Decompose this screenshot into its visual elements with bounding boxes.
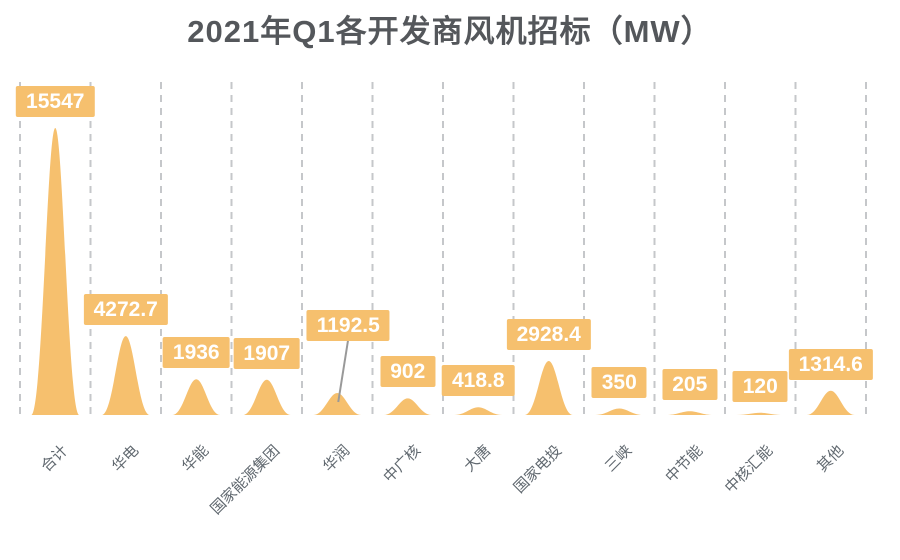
value-label: 1907 [233,337,301,369]
peak-mark [665,411,714,415]
peak-mark [383,398,432,415]
value-label: 15547 [16,86,95,117]
peak-mark [313,392,362,415]
chart-title: 2021年Q1各开发商风机招标（MW） [187,14,713,49]
peak-mark [101,336,150,415]
value-label: 1314.6 [788,348,873,380]
value-label: 418.8 [441,365,515,397]
leader-line [337,338,350,403]
peak-mark [31,128,80,415]
peak-mark [454,407,503,415]
value-label: 120 [732,370,788,402]
value-label: 205 [662,369,718,401]
peak-mark [524,360,573,415]
value-label: 350 [591,366,647,398]
peak-mark [242,379,291,415]
value-label: 1192.5 [306,310,390,341]
value-label: 2928.4 [506,318,591,350]
peak-mark [806,390,855,415]
value-label: 902 [380,356,436,388]
peak-mark [736,412,785,415]
value-label: 4272.7 [83,294,168,326]
peak-mark [172,379,221,415]
peak-mark [595,408,644,415]
value-label: 1936 [162,337,230,369]
